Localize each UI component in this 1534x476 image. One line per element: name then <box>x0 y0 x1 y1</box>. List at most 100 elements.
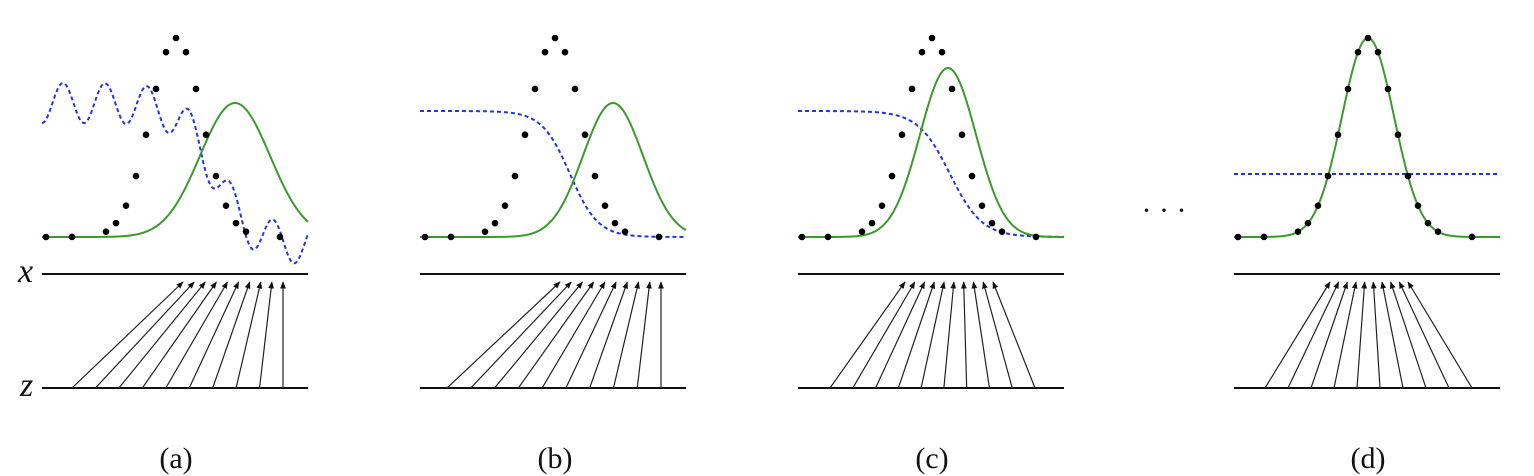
panel-label: (b) <box>538 442 573 475</box>
data-point <box>1394 131 1402 139</box>
data-point <box>1304 219 1312 227</box>
data-point <box>202 131 210 139</box>
data-point <box>1384 85 1392 93</box>
mapping-arrow <box>95 281 195 389</box>
mapping-arrow <box>943 281 957 389</box>
data-point <box>655 233 663 241</box>
data-point <box>172 34 180 42</box>
mapping-arrow <box>1370 281 1381 389</box>
data-point <box>918 48 926 56</box>
data-point <box>541 48 549 56</box>
mapping-arrow <box>1389 281 1427 389</box>
data-point <box>68 233 76 241</box>
data-point <box>1414 202 1422 209</box>
generator-curve <box>42 101 309 238</box>
panel-label: (d) <box>1351 442 1386 475</box>
data-point <box>182 48 190 56</box>
discriminator-curve <box>798 110 1065 238</box>
data-point <box>1468 233 1476 241</box>
mapping-arrow <box>212 281 251 389</box>
data-point <box>591 172 599 180</box>
data-point <box>102 228 110 235</box>
mapping-arrow <box>118 281 206 389</box>
data-point <box>481 228 489 235</box>
generator-curve <box>1234 36 1500 238</box>
mapping-arrow <box>235 281 263 389</box>
data-point <box>142 131 150 139</box>
data-point <box>958 131 966 139</box>
data-point <box>1294 228 1302 235</box>
data-point <box>152 85 160 93</box>
data-point <box>898 131 906 139</box>
mapping-arrow <box>960 281 968 389</box>
data-point <box>192 85 200 93</box>
data-point <box>968 172 976 180</box>
z-label: z <box>19 367 33 404</box>
mapping-arrow <box>992 281 1036 389</box>
data-point <box>1324 172 1332 180</box>
data-point <box>621 228 629 235</box>
data-point <box>938 48 946 56</box>
data-point <box>1344 85 1352 93</box>
mapping-arrow <box>1380 281 1404 389</box>
data-point <box>1354 48 1362 56</box>
data-point <box>978 202 986 209</box>
data-point <box>511 172 519 180</box>
mapping-arrow <box>1356 281 1368 389</box>
mapping-arrow <box>1398 281 1450 389</box>
data-point <box>988 219 996 227</box>
mapping-arrow <box>636 281 652 389</box>
mapping-arrow <box>565 281 617 389</box>
data-point <box>824 233 832 241</box>
data-point <box>212 172 220 180</box>
data-point <box>447 233 455 241</box>
data-point <box>571 85 579 93</box>
mapping-arrow <box>612 281 640 389</box>
x-label: x <box>17 253 33 290</box>
mapping-arrow <box>517 281 595 389</box>
data-point <box>421 233 429 241</box>
mapping-arrow <box>470 281 572 389</box>
data-point <box>276 233 284 241</box>
data-point <box>491 219 499 227</box>
data-point <box>42 233 50 241</box>
mapping-arrow <box>494 281 583 389</box>
mapping-arrow <box>1264 281 1331 389</box>
data-point <box>1260 233 1268 241</box>
mapping-arrow <box>1333 281 1358 389</box>
discriminator-curve <box>41 82 309 265</box>
mapping-arrow <box>875 281 926 389</box>
mapping-arrow <box>258 281 275 389</box>
data-point <box>531 85 539 93</box>
data-point <box>798 233 806 241</box>
generator-curve <box>798 66 1065 238</box>
data-point <box>1364 34 1372 42</box>
mapping-arrow <box>971 281 991 389</box>
mapping-arrow <box>446 281 561 389</box>
data-point <box>222 202 230 209</box>
panel-label: (a) <box>159 442 192 475</box>
data-point <box>112 219 120 227</box>
data-point <box>501 202 509 209</box>
data-point <box>948 85 956 93</box>
panel-label: (c) <box>915 442 948 475</box>
data-point <box>242 228 250 235</box>
data-point <box>1434 228 1442 235</box>
data-point <box>232 219 240 227</box>
data-point <box>561 48 569 56</box>
data-point <box>521 131 529 139</box>
data-point <box>1404 172 1412 180</box>
discriminator-curve <box>420 110 686 238</box>
data-point <box>888 172 896 180</box>
data-point <box>1234 233 1242 241</box>
mapping-arrow <box>1407 281 1473 389</box>
data-point <box>1424 219 1432 227</box>
data-point <box>162 48 170 56</box>
mapping-arrow <box>829 281 906 389</box>
data-point <box>998 228 1006 235</box>
mapping-arrow <box>852 281 916 389</box>
data-point <box>132 172 140 180</box>
data-point <box>581 131 589 139</box>
mapping-arrow <box>589 281 628 389</box>
